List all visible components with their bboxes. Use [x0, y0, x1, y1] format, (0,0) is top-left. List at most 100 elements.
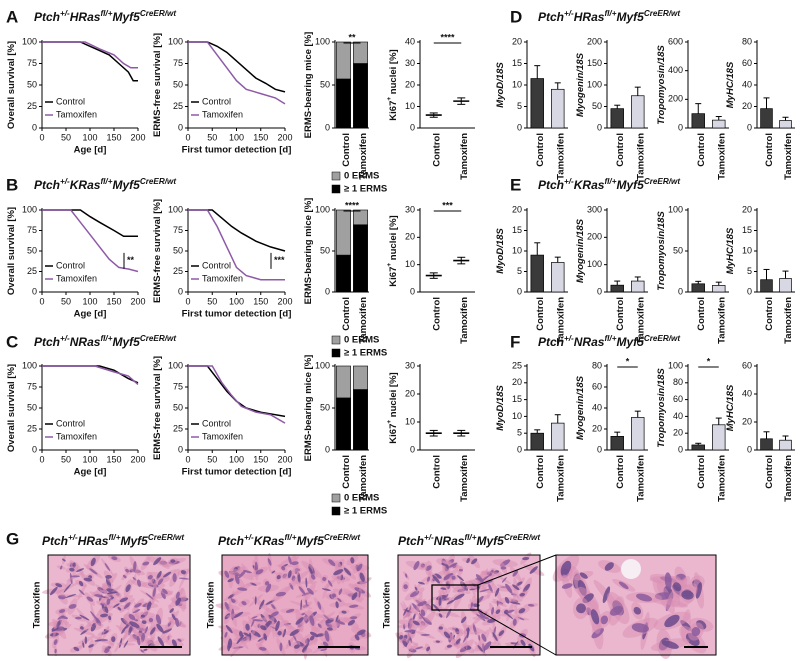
- x-tick-label: Tamoxifen: [358, 133, 369, 180]
- nucleus: [636, 593, 653, 602]
- text-part: ERMS-bearing mice [%]: [303, 32, 314, 139]
- survival-curve: [188, 365, 286, 418]
- nucleus: [68, 604, 77, 609]
- legend-label: Tamoxifen: [56, 273, 97, 283]
- bar: [760, 108, 773, 129]
- nucleus: [79, 614, 90, 621]
- text-part: HRas: [78, 534, 109, 548]
- nucleus: [111, 636, 116, 643]
- nucleus: [320, 648, 328, 651]
- significance: *: [707, 356, 711, 366]
- text-part: HRas: [70, 10, 101, 24]
- nucleus: [236, 635, 244, 645]
- y-tick-label: 5: [517, 266, 522, 276]
- panel-letter: G: [6, 529, 19, 548]
- y-tick-label: 60: [592, 381, 602, 391]
- image-frame: [221, 554, 369, 656]
- nucleus: [251, 616, 258, 619]
- y-tick-label: 0: [678, 286, 683, 296]
- panel-letter: C: [6, 332, 18, 351]
- nucleus: [63, 583, 72, 593]
- text-part: Ptch: [34, 10, 60, 24]
- nucleus: [483, 641, 492, 651]
- superscript: CreER/wt: [140, 177, 177, 186]
- nucleus: [140, 649, 144, 653]
- nucleus: [522, 583, 531, 593]
- panel-title: Ptch+/-KRasfl/+Myf5CreER/wt: [538, 177, 680, 192]
- nucleus: [305, 577, 308, 588]
- error-bar: [763, 268, 770, 280]
- x-tick-label: Control: [341, 133, 352, 167]
- nucleus: [454, 593, 465, 600]
- nucleus: [446, 599, 455, 605]
- significance: *: [626, 356, 630, 366]
- nucleus: [104, 562, 111, 572]
- nucleus: [418, 612, 426, 621]
- x-tick-label: Control: [535, 455, 546, 489]
- superscript: +: [386, 420, 393, 424]
- text-part: NRas: [70, 335, 101, 349]
- nucleus: [54, 648, 57, 654]
- nucleus: [327, 580, 333, 587]
- text-part: Overall survival [%]: [6, 364, 17, 452]
- nucleus: [491, 607, 495, 615]
- nucleus: [155, 614, 162, 625]
- side-label: Tamoxifen: [206, 581, 217, 628]
- superscript: CreER/wt: [644, 334, 681, 343]
- bar: [631, 417, 645, 451]
- survival-curve: [42, 209, 138, 237]
- nucleus: [579, 572, 588, 579]
- error-bar: [457, 429, 466, 437]
- nucleus: [681, 590, 694, 600]
- x-tick-label: Tamoxifen: [555, 133, 566, 180]
- y-tick-label: 15: [512, 394, 522, 404]
- y-axis-label: Tropomyosin/18S: [656, 211, 667, 291]
- nucleus: [322, 641, 329, 647]
- survival-curve: [188, 209, 285, 281]
- nucleus: [475, 574, 484, 584]
- text-part: ERMS-free survival [%]: [152, 199, 163, 303]
- nucleus: [88, 644, 95, 648]
- nucleus: [267, 558, 272, 566]
- x-tick-label: Control: [535, 297, 546, 331]
- text-part: MyHC/18S: [725, 61, 736, 108]
- nucleus: [258, 646, 267, 651]
- nucleus: [664, 614, 680, 628]
- nucleus: [420, 633, 430, 636]
- error-bar: [457, 256, 466, 265]
- nucleus: [156, 570, 162, 580]
- nucleus: [347, 619, 355, 626]
- x-tick-label: 50: [61, 296, 71, 306]
- nucleus: [294, 644, 300, 649]
- y-tick-label: 50: [27, 402, 37, 412]
- nucleus: [301, 612, 306, 616]
- legend-label: ≥ 1 ERMS: [344, 348, 387, 359]
- nucleus: [171, 613, 176, 621]
- superscript: CreER/wt: [148, 533, 185, 542]
- bar: [760, 279, 773, 293]
- nucleus: [282, 628, 287, 638]
- y-tick-label: 40: [742, 388, 752, 398]
- bar-segment: [353, 224, 368, 293]
- y-tick-label: 0: [747, 444, 752, 454]
- image-title: Ptch+/-HRasfl/+Myf5CreER/wt: [42, 533, 184, 548]
- nucleus: [522, 556, 530, 561]
- nucleus: [426, 576, 431, 582]
- y-tick-label: 20: [673, 428, 683, 438]
- y-tick-label: 50: [320, 245, 330, 255]
- nucleus: [417, 581, 425, 585]
- nucleus: [289, 628, 300, 637]
- error-bar: [715, 116, 722, 121]
- y-tick-label: 50: [173, 245, 183, 255]
- bar: [691, 113, 705, 129]
- legend-label: Control: [56, 418, 85, 428]
- nucleus: [255, 569, 264, 575]
- nucleus: [224, 631, 228, 638]
- x-tick-label: 200: [277, 296, 292, 306]
- bar: [610, 284, 624, 293]
- nucleus: [310, 574, 316, 580]
- nucleus: [243, 570, 252, 574]
- error-bar: [782, 270, 789, 279]
- bar-segment: [353, 365, 368, 390]
